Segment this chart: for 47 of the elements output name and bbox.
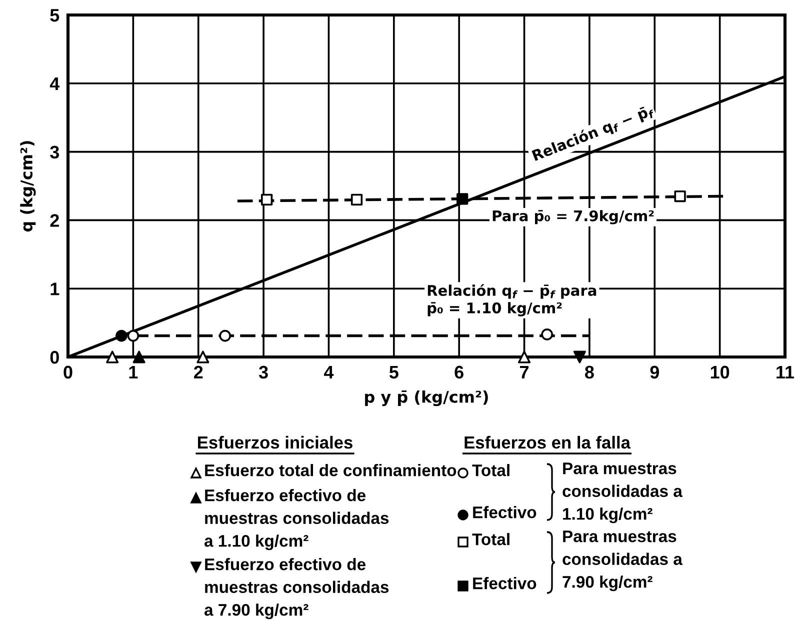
x-tick-label: 0: [64, 366, 72, 379]
point: [573, 350, 586, 364]
y-tick-label: 0: [50, 350, 59, 364]
point: [127, 330, 140, 342]
point: [674, 190, 686, 202]
x-tick-label: 8: [585, 366, 594, 379]
y-tick-label: 1: [50, 282, 60, 296]
y-tick-label: 4: [50, 78, 60, 90]
y-axis-title: q (kg/cm²): [20, 141, 36, 232]
x-tick-label: 7: [520, 366, 528, 378]
text: Esfuerzos iniciales: [198, 436, 352, 449]
text: Para muestras consolidadas a 7.90 kg/cm²: [562, 530, 683, 592]
series-label: Relación q$_{f}$ − p̄$_{f}$ para p̄₀ = 1.10 kg/cm²: [428, 284, 596, 316]
x-tick-label: 3: [258, 366, 268, 379]
y-tick-label: 3: [50, 146, 60, 159]
x-tick-label: 1: [129, 366, 138, 378]
x-tick-label: 6: [454, 366, 464, 379]
x-tick-label: 11: [776, 366, 794, 378]
point: [116, 330, 128, 342]
text: Para muestras consolidadas a 1.10 kg/cm²: [562, 462, 683, 524]
x-tick-label: 9: [650, 366, 659, 379]
point: [219, 330, 231, 342]
text: Relación q$_{f}$ − p̄$_{f}$: [531, 103, 656, 164]
point: [196, 350, 210, 364]
legend-label: Esfuerzo efectivo de muestras consolidadas a 1.10 kg/cm²: [204, 489, 389, 550]
x-tick-label: 2: [194, 366, 203, 378]
point: [456, 193, 468, 205]
point: [260, 194, 273, 206]
point: [106, 350, 119, 364]
point: [132, 350, 146, 364]
y-tick-label: 5: [50, 9, 60, 22]
legend-label: Esfuerzo efectivo de muestras consolidadas a 7.90 kg/cm²: [204, 558, 389, 620]
legend-label: Efectivo: [473, 506, 536, 518]
legend-label: Total: [472, 533, 510, 546]
point: [350, 194, 363, 206]
series-label: Para p̄₀ = 7.9kg/cm²: [492, 210, 654, 224]
x-axis-title: p y p̄ (kg/cm²): [365, 390, 488, 406]
point: [518, 350, 531, 364]
legend-label: Total: [472, 464, 510, 476]
x-tick-label: 10: [710, 366, 730, 379]
y-tick-label: 2: [50, 214, 59, 227]
text: Esfuerzos en la falla: [464, 436, 631, 449]
legend-label: Efectivo: [473, 577, 536, 590]
x-tick-label: 5: [389, 366, 398, 379]
legend-label: Esfuerzo total de confinamiento: [205, 464, 456, 476]
point: [541, 328, 553, 340]
x-tick-label: 4: [324, 366, 334, 378]
